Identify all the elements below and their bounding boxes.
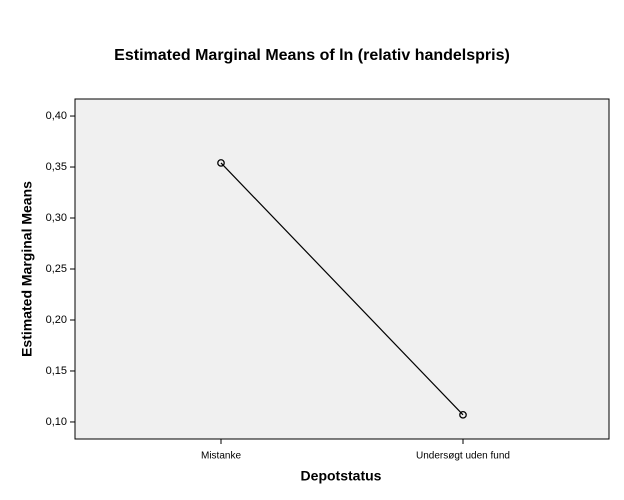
- data-point: [217, 159, 225, 167]
- plot-area: [74, 98, 610, 440]
- x-tick-label: Mistanke: [201, 451, 241, 462]
- y-tick-label: 0,20: [46, 314, 67, 326]
- x-tick-label: Undersøgt uden fund: [416, 451, 510, 462]
- y-tick-label: 0,25: [46, 263, 67, 275]
- y-tick-label: 0,30: [46, 212, 67, 224]
- series-line: [220, 162, 464, 416]
- chart-title: Estimated Marginal Means of ln (relativ …: [114, 47, 510, 64]
- data-point: [459, 410, 467, 419]
- y-tick-label: 0,10: [46, 416, 67, 428]
- x-axis-label: Depotstatus: [301, 468, 382, 484]
- y-axis-label: Estimated Marginal Means: [19, 181, 35, 357]
- y-tick-label: 0,40: [46, 110, 67, 122]
- y-tick-label: 0,15: [46, 365, 67, 377]
- y-tick-label: 0,35: [46, 161, 67, 173]
